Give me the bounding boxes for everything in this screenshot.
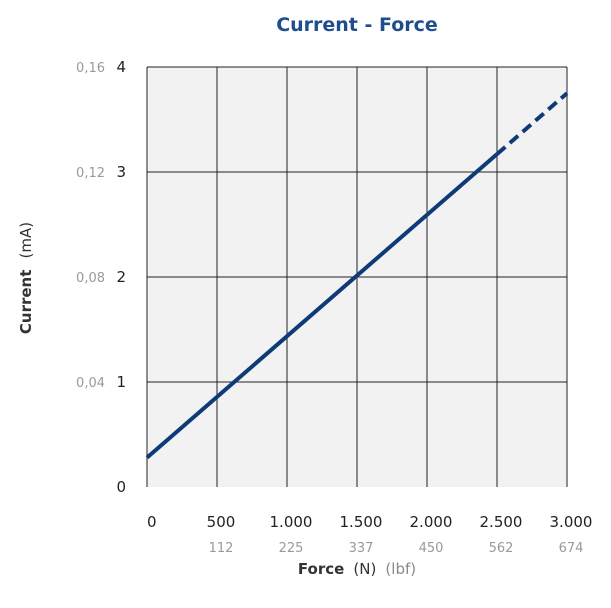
y-axis-label-unit: (mA) — [17, 222, 35, 259]
y-tick-label: 3 — [116, 163, 126, 181]
x-tick-label-secondary: 674 — [559, 541, 584, 556]
series-line-solid — [145, 152, 499, 460]
y-tick-label: 2 — [116, 268, 126, 286]
y-tick-label-secondary: 0,08 — [76, 271, 105, 286]
chart-title: Current - Force — [276, 14, 438, 36]
series-line-dashed — [495, 91, 569, 156]
y-tick-label-secondary: 0,04 — [76, 376, 105, 391]
y-axis-label: Current (mA) — [16, 222, 35, 334]
x-axis-label: Force (N) (lbf) — [298, 559, 416, 578]
x-tick-label-secondary: 337 — [349, 541, 374, 556]
x-ticks: 0 500 112 1.000 225 1.500 337 2.000 450 2.500 562 3… — [147, 513, 592, 556]
y-tick-label: 4 — [116, 58, 126, 76]
x-tick-label: 1.500 — [340, 513, 383, 531]
x-tick-label: 2.500 — [480, 513, 523, 531]
x-tick-label: 2.000 — [410, 513, 453, 531]
x-tick-label: 0 — [147, 513, 157, 531]
x-tick-label-secondary: 562 — [489, 541, 514, 556]
x-tick-label-secondary: 450 — [419, 541, 444, 556]
x-tick-label-secondary: 225 — [279, 541, 304, 556]
y-tick-label-secondary: 0,12 — [76, 166, 105, 181]
x-tick-label: 500 — [207, 513, 236, 531]
series-lines — [145, 91, 569, 460]
y-tick-label: 1 — [116, 373, 126, 391]
grid — [146, 66, 568, 487]
y-ticks: 0 1 0,04 2 0,08 3 0,12 4 0,16 — [76, 58, 126, 496]
x-axis-label-unit: (N) — [353, 560, 376, 578]
x-axis-label-bold: Force — [298, 560, 344, 578]
y-tick-label: 0 — [116, 478, 126, 496]
x-axis-label-secondary-unit: (lbf) — [385, 560, 416, 578]
y-tick-label-secondary: 0,16 — [76, 61, 105, 76]
y-axis-label-bold: Current — [17, 270, 35, 335]
x-tick-label: 3.000 — [550, 513, 593, 531]
x-tick-label-secondary: 112 — [209, 541, 234, 556]
x-tick-label: 1.000 — [270, 513, 313, 531]
